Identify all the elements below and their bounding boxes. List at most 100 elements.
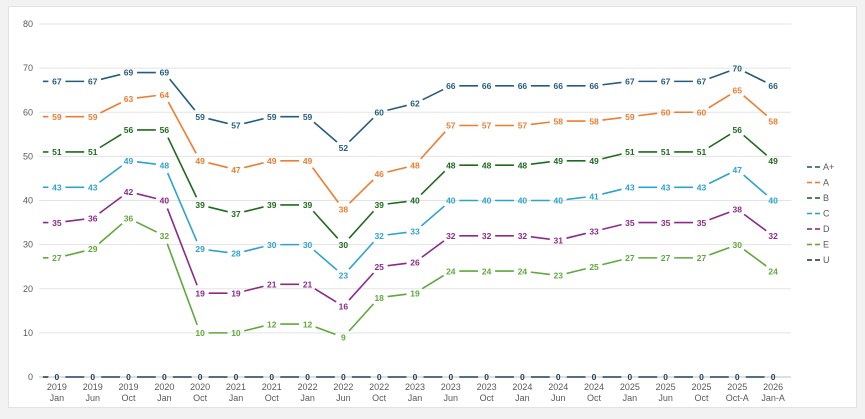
series-line-A+: [169, 78, 196, 111]
x-tick-label: 2024: [584, 382, 604, 392]
data-label: 30: [267, 240, 277, 250]
series-line-C: [313, 249, 338, 271]
data-label: 43: [697, 182, 707, 192]
chart-panel: 0 10 20 30 40 50 60 70 80 2019 Jan 2019 Jun 2019 Oct 2…: [8, 6, 857, 408]
data-label: 66: [446, 81, 456, 91]
data-label: 31: [554, 235, 564, 245]
data-label: 36: [88, 213, 98, 223]
series-line-C: [566, 196, 586, 201]
data-label: 67: [88, 77, 98, 87]
series-line-E: [244, 325, 264, 332]
series-line-C: [99, 165, 123, 183]
data-label: 0: [771, 372, 776, 382]
data-label: 0: [556, 372, 561, 382]
data-label: 29: [88, 244, 98, 254]
data-label: 0: [305, 372, 310, 382]
data-label: 0: [198, 372, 203, 382]
data-label: 24: [518, 266, 528, 276]
series-line-A: [708, 93, 731, 109]
data-label: 43: [88, 182, 98, 192]
x-tick-label: 2022: [333, 382, 353, 392]
data-label: 49: [768, 156, 778, 166]
y-tick-label: 50: [23, 151, 33, 161]
data-label: 25: [374, 262, 384, 272]
data-label: 57: [482, 121, 492, 131]
series-line-A: [311, 167, 339, 203]
x-tick-label: 2019: [83, 382, 103, 392]
data-label: 58: [554, 116, 564, 126]
x-tick-label: 2020: [154, 382, 174, 392]
series-line-C: [743, 174, 768, 196]
x-tick-label: 2025: [620, 382, 640, 392]
data-label: 32: [160, 231, 170, 241]
x-tick-label: Jan-A: [761, 393, 785, 403]
series-line-B: [348, 210, 375, 239]
series-line-A: [348, 179, 374, 204]
series-line-A: [208, 162, 228, 169]
x-tick-label: Oct: [372, 393, 387, 403]
x-tick-label: Oct: [694, 393, 709, 403]
data-label: 0: [234, 372, 239, 382]
data-label: 66: [518, 81, 528, 91]
x-tick-label: 2026: [763, 382, 783, 392]
series-line-D: [166, 208, 198, 286]
data-label: 0: [735, 372, 740, 382]
data-label: 0: [90, 372, 95, 382]
data-label: 40: [554, 196, 564, 206]
series-line-A: [99, 102, 122, 114]
data-label: 67: [697, 77, 707, 87]
data-label: 23: [339, 271, 349, 281]
data-label: 29: [195, 244, 205, 254]
x-tick-label: Oct: [480, 393, 495, 403]
series-line-A: [244, 162, 264, 169]
data-label: 38: [339, 205, 349, 215]
x-tick-label: Jun: [444, 393, 459, 403]
data-label: 49: [267, 156, 277, 166]
series-line-D: [566, 232, 586, 239]
data-label: 21: [303, 280, 313, 290]
y-tick-label: 40: [23, 196, 33, 206]
series-line-D: [65, 218, 85, 223]
y-axis: 0 10 20 30 40 50 60 70 80: [23, 19, 33, 382]
series-line-B: [99, 133, 122, 149]
x-tick-label: Oct: [122, 393, 137, 403]
data-label: 19: [410, 288, 420, 298]
data-label: 59: [625, 112, 635, 122]
data-label: 60: [697, 107, 707, 117]
data-label: 59: [52, 112, 62, 122]
data-label: 51: [697, 147, 707, 157]
data-label: 30: [339, 240, 349, 250]
y-tick-label: 20: [23, 284, 33, 294]
series-line-A: [420, 131, 446, 160]
x-tick-label: Jan: [623, 393, 638, 403]
legend-entry: C: [823, 209, 830, 219]
x-axis: 2019Jan2019Jun2019Oct2020Jan2020Oct2021J…: [47, 382, 785, 403]
x-tick-label: Jun: [336, 393, 351, 403]
x-tick-label: 2022: [369, 382, 389, 392]
data-label: 62: [410, 99, 420, 109]
data-label: 21: [267, 280, 277, 290]
data-label: 0: [448, 372, 453, 382]
series-line-D: [421, 240, 445, 258]
data-label: 0: [126, 372, 131, 382]
data-label: 46: [374, 169, 384, 179]
series-line-E: [387, 293, 407, 298]
series-line-D: [530, 236, 550, 240]
x-tick-label: 2020: [190, 382, 210, 392]
x-tick-label: 2025: [656, 382, 676, 392]
data-label: 40: [768, 196, 778, 206]
series-line-B: [244, 206, 264, 213]
series-line-A+: [100, 73, 121, 81]
data-label: 40: [482, 196, 492, 206]
x-tick-label: Jan: [50, 393, 65, 403]
series-line-C: [602, 188, 622, 195]
x-tick-label: 2024: [512, 382, 532, 392]
y-tick-label: 80: [23, 19, 33, 29]
data-labels: 67 67 69 69 59 57 59 59 52 60 62 66 66 66 66 66 67 67 67 70…: [52, 63, 778, 382]
series-line-D: [244, 285, 264, 292]
series-line-A: [638, 112, 658, 117]
series-line-A: [387, 166, 407, 173]
data-label: 24: [446, 266, 456, 276]
series-line-E: [315, 326, 336, 336]
data-label: 0: [55, 372, 60, 382]
